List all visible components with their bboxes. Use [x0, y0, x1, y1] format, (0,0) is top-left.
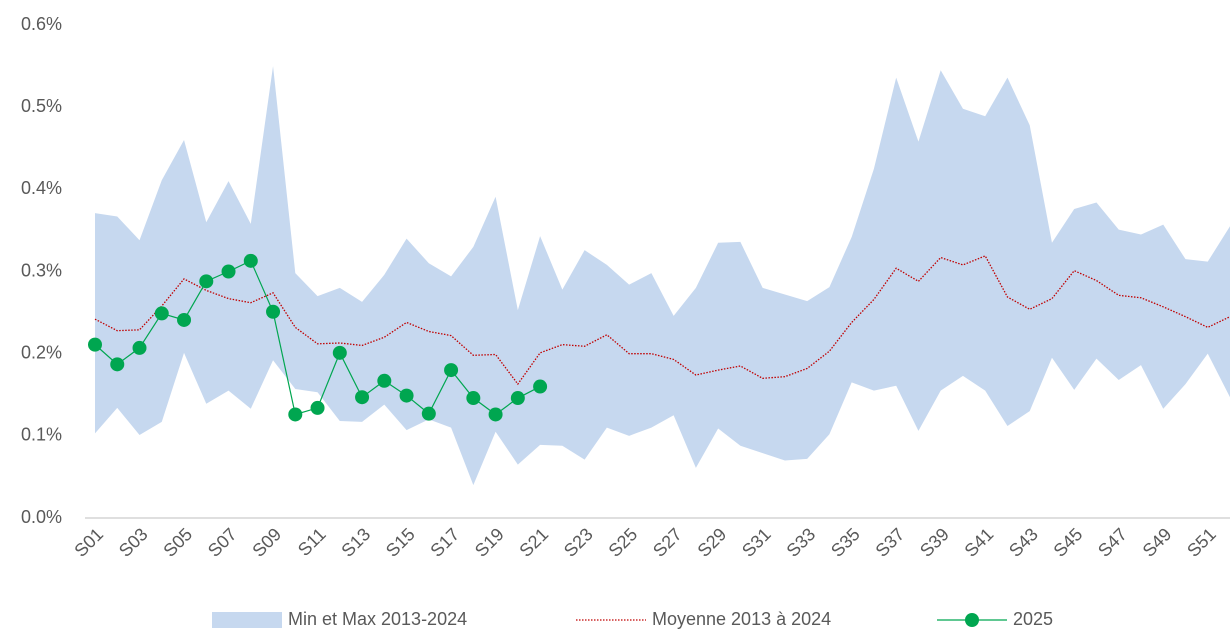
x-tick-label: S11	[294, 524, 330, 560]
x-tick-label: S17	[426, 524, 463, 561]
x-tick-label: S51	[1183, 524, 1220, 561]
x-tick-label: S05	[159, 524, 196, 561]
series-marker	[221, 264, 236, 279]
series-marker	[132, 340, 147, 355]
x-tick-label: S49	[1139, 524, 1176, 561]
series-marker	[154, 306, 169, 321]
x-tick-label: S03	[115, 524, 152, 561]
y-tick-label: 0.2%	[21, 342, 62, 362]
x-tick-label: S27	[649, 524, 686, 561]
series-marker	[399, 388, 414, 403]
x-tick-label: S21	[515, 524, 552, 561]
legend-label: Moyenne 2013 à 2024	[652, 609, 831, 629]
series-marker	[510, 391, 525, 406]
x-tick-label: S47	[1094, 524, 1131, 561]
series-marker	[243, 253, 258, 268]
x-tick-label: S35	[827, 524, 864, 561]
series-marker	[421, 406, 436, 421]
series-marker	[332, 345, 347, 360]
x-tick-label: S37	[872, 524, 909, 561]
series-marker	[88, 337, 102, 352]
legend-swatch	[212, 612, 282, 628]
series-marker	[199, 274, 214, 289]
series-marker	[310, 400, 325, 415]
min-max-band	[95, 66, 1230, 486]
x-tick-label: S23	[560, 524, 597, 561]
x-tick-label: S45	[1050, 524, 1087, 561]
series-marker	[266, 304, 281, 319]
series-marker	[177, 312, 192, 327]
y-tick-label: 0.6%	[21, 14, 62, 34]
x-tick-label: S13	[337, 524, 374, 561]
y-tick-label: 0.1%	[21, 425, 62, 445]
series-marker	[533, 379, 548, 394]
y-tick-label: 0.4%	[21, 178, 62, 198]
x-tick-label: S39	[916, 524, 953, 561]
x-tick-label: S31	[738, 524, 775, 561]
y-tick-label: 0.5%	[21, 96, 62, 116]
x-tick-label: S33	[783, 524, 820, 561]
y-tick-label: 0.3%	[21, 260, 62, 280]
x-tick-label: S41	[961, 524, 998, 561]
series-marker	[288, 407, 303, 422]
x-tick-label: S25	[605, 524, 642, 561]
series-marker	[377, 373, 392, 388]
series-marker	[466, 391, 481, 406]
x-tick-label: S09	[248, 524, 285, 561]
series-marker	[444, 363, 459, 378]
y-tick-label: 0.0%	[21, 507, 62, 527]
x-tick-label: S29	[694, 524, 731, 561]
x-tick-label: S07	[204, 524, 241, 561]
legend-marker	[965, 613, 979, 627]
x-tick-label: S19	[471, 524, 508, 561]
series-marker	[355, 390, 370, 405]
x-tick-label: S01	[70, 524, 107, 561]
series-marker	[110, 357, 125, 372]
x-tick-label: S15	[382, 524, 419, 561]
legend-label: 2025	[1013, 609, 1053, 629]
series-marker	[488, 407, 503, 422]
mean-line	[94, 255, 1230, 386]
x-tick-label: S43	[1005, 524, 1042, 561]
legend-label: Min et Max 2013-2024	[288, 609, 467, 629]
